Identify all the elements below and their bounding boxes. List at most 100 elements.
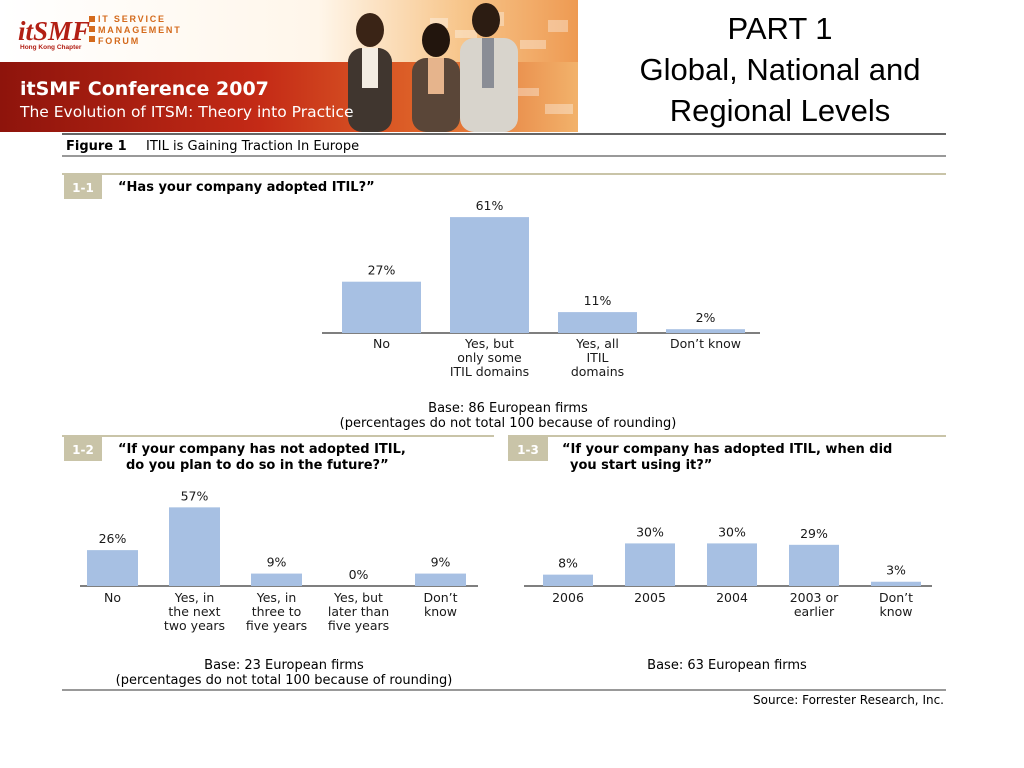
chart-1-2-tick-label-line: five years [246,618,307,633]
chart-1-3-tick-label-line: 2005 [634,590,666,605]
chart-1-3-tick-label-line: 2004 [716,590,748,605]
chart-1-3-tick-label: 2004 [716,590,748,605]
chart-1-1-tick-label-line: Yes, but [464,336,514,351]
panel-1-2-question-line-2: do you plan to do so in the future?” [126,458,389,473]
chart-1-1-tick-label-line: ITIL [587,350,609,365]
panel-1-3-question-line-1: “If your company has adopted ITIL, when … [562,442,892,457]
chart-1-1-data-label: 11% [584,293,612,308]
chart-1-2-tick-label-line: three to [252,604,302,619]
chart-1-1-tick-label: Yes, but only some ITIL domains [450,336,529,379]
org-line-1: IT SERVICE [98,14,166,24]
chart-1-2-tick-label-line: No [104,590,121,605]
chart-1-1-data-label: 2% [696,310,716,325]
chart-1-3-tick-label: Don’t know [879,590,913,619]
chart-1-3-base-line-1: Base: 63 European firms [647,658,807,673]
panel-1-3-question-line-2: you start using it?” [570,458,712,473]
banner-graphic: itSMF Hong Kong Chapter IT SERVICE MANAG… [0,0,578,132]
chart-1-2-tick-label-line: Yes, but [333,590,383,605]
chart-1-2-data-label: 0% [349,567,369,582]
figure-source: Source: Forrester Research, Inc. [753,693,944,707]
chapter-label: Hong Kong Chapter [20,44,82,51]
chart-1-1-tick-label: Yes, all ITIL domains [571,336,624,379]
conference-title: itSMF Conference 2007 [20,78,269,100]
chart-1-1-tick-label-line: only some [457,350,522,365]
chart-1-3-data-label: 30% [636,524,664,539]
chart-1-1-data-label: 27% [368,263,396,278]
chart-1-2-bar [169,507,220,586]
chart-1-2-tick-label-line: Don’t [423,590,457,605]
chart-1-3-data-label: 3% [886,563,906,578]
conference-banner: itSMF Hong Kong Chapter IT SERVICE MANAG… [0,0,578,132]
chart-1-1-data-label: 61% [476,198,504,213]
org-line-2: MANAGEMENT [98,25,182,35]
chart-1-3-tick-label-line: Don’t [879,590,913,605]
panel-1-1-tag-label: 1-1 [72,181,94,195]
chart-1-1-bar [450,217,529,333]
chart-1-1-tick-label-line: Yes, all [575,336,619,351]
chart-1-2-tick-label-line: five years [328,618,389,633]
chart-1-1-tick-label: No [373,336,390,351]
chart-1-1-tick-label: Don’t know [670,336,741,351]
org-line-3: FORUM [98,36,140,46]
chart-1-3-data-label: 8% [558,556,578,571]
chart-1-2-tick-label: Yes, in three to five years [246,590,307,633]
chart-1-3-data-label: 29% [800,526,828,541]
panel-1-1-question: “Has your company adopted ITIL?” [118,180,375,195]
chart-1-3-bar [625,543,675,586]
chart-1-2-data-label: 57% [181,488,209,503]
chart-1-2: 26% No 57% Yes, in the next two years 9% Yes, i… [80,488,478,633]
chart-1-3-bar [871,581,921,586]
chart-1-2-tick-label: No [104,590,121,605]
slide-title: PART 1 Global, National and Regional Lev… [610,8,950,131]
panel-1-3-tag [508,437,548,461]
people-photo [348,3,518,132]
chart-1-1-bar [666,329,745,333]
chart-1-3-data-label: 30% [718,524,746,539]
chart-1-1-tick-label-line: No [373,336,390,351]
chart-1-2-tick-label-line: Yes, in [174,590,215,605]
slide-title-line-2: Global, National and [639,52,921,87]
chart-1-2-bar [87,550,138,586]
panel-1-2-question-line-1: “If your company has not adopted ITIL, [118,442,406,457]
chart-1-1-bar [342,281,421,333]
chart-1-3-bar [707,543,757,586]
chart-1-2-bar [415,573,466,586]
panel-1-2-tag-label: 1-2 [72,443,94,457]
chart-1-1-tick-label-line: ITIL domains [450,364,529,379]
figure-label: Figure 1 [66,139,127,154]
slide-title-line-3: Regional Levels [669,93,891,128]
panel-1-1-tag [64,175,102,199]
chart-1-2-tick-label: Yes, but later than five years [328,590,389,633]
chart-1-3-bar [543,574,593,586]
chart-1-2-data-label: 9% [431,555,451,570]
chart-1-1-base-line-1: Base: 86 European firms [428,401,588,416]
conference-theme: The Evolution of ITSM: Theory into Pract… [19,103,354,121]
chart-1-2-tick-label: Yes, in the next two years [164,590,225,633]
chart-1-2-data-label: 26% [99,531,127,546]
chart-1-3-tick-label-line: 2003 or [790,590,839,605]
panel-1-2-tag [64,437,102,461]
chart-1-3-tick-label-line: earlier [794,604,835,619]
chart-1-1-tick-label-line: Don’t know [670,336,741,351]
chart-1-3-tick-label: 2003 or earlier [790,590,839,619]
chart-1-1-tick-label-line: domains [571,364,624,379]
chart-1-1-bar [558,312,637,333]
chart-1-3-tick-label: 2005 [634,590,666,605]
chart-1-2-tick-label-line: know [424,604,457,619]
itsmf-logo: itSMF [18,16,90,46]
panel-1-3-tag-label: 1-3 [517,443,539,457]
chart-1-3-tick-label-line: 2006 [552,590,584,605]
chart-1-2-tick-label-line: later than [328,604,389,619]
chart-1-2-tick-label-line: the next [168,604,220,619]
chart-1-3-tick-label: 2006 [552,590,584,605]
slide-title-line-1: PART 1 [727,11,833,46]
chart-1-3: 8% 2006 30% 2005 30% 2004 29% 2003 or earlier 3% D… [524,524,932,619]
chart-1-2-tick-label: Don’t know [423,590,457,619]
chart-1-1-base-line-2: (percentages do not total 100 because of… [340,416,677,431]
chart-1-2-base-line-2: (percentages do not total 100 because of… [116,673,453,688]
chart-1-2-base-line-1: Base: 23 European firms [204,658,364,673]
chart-1-3-tick-label-line: know [879,604,912,619]
chart-1-2-tick-label-line: two years [164,618,225,633]
